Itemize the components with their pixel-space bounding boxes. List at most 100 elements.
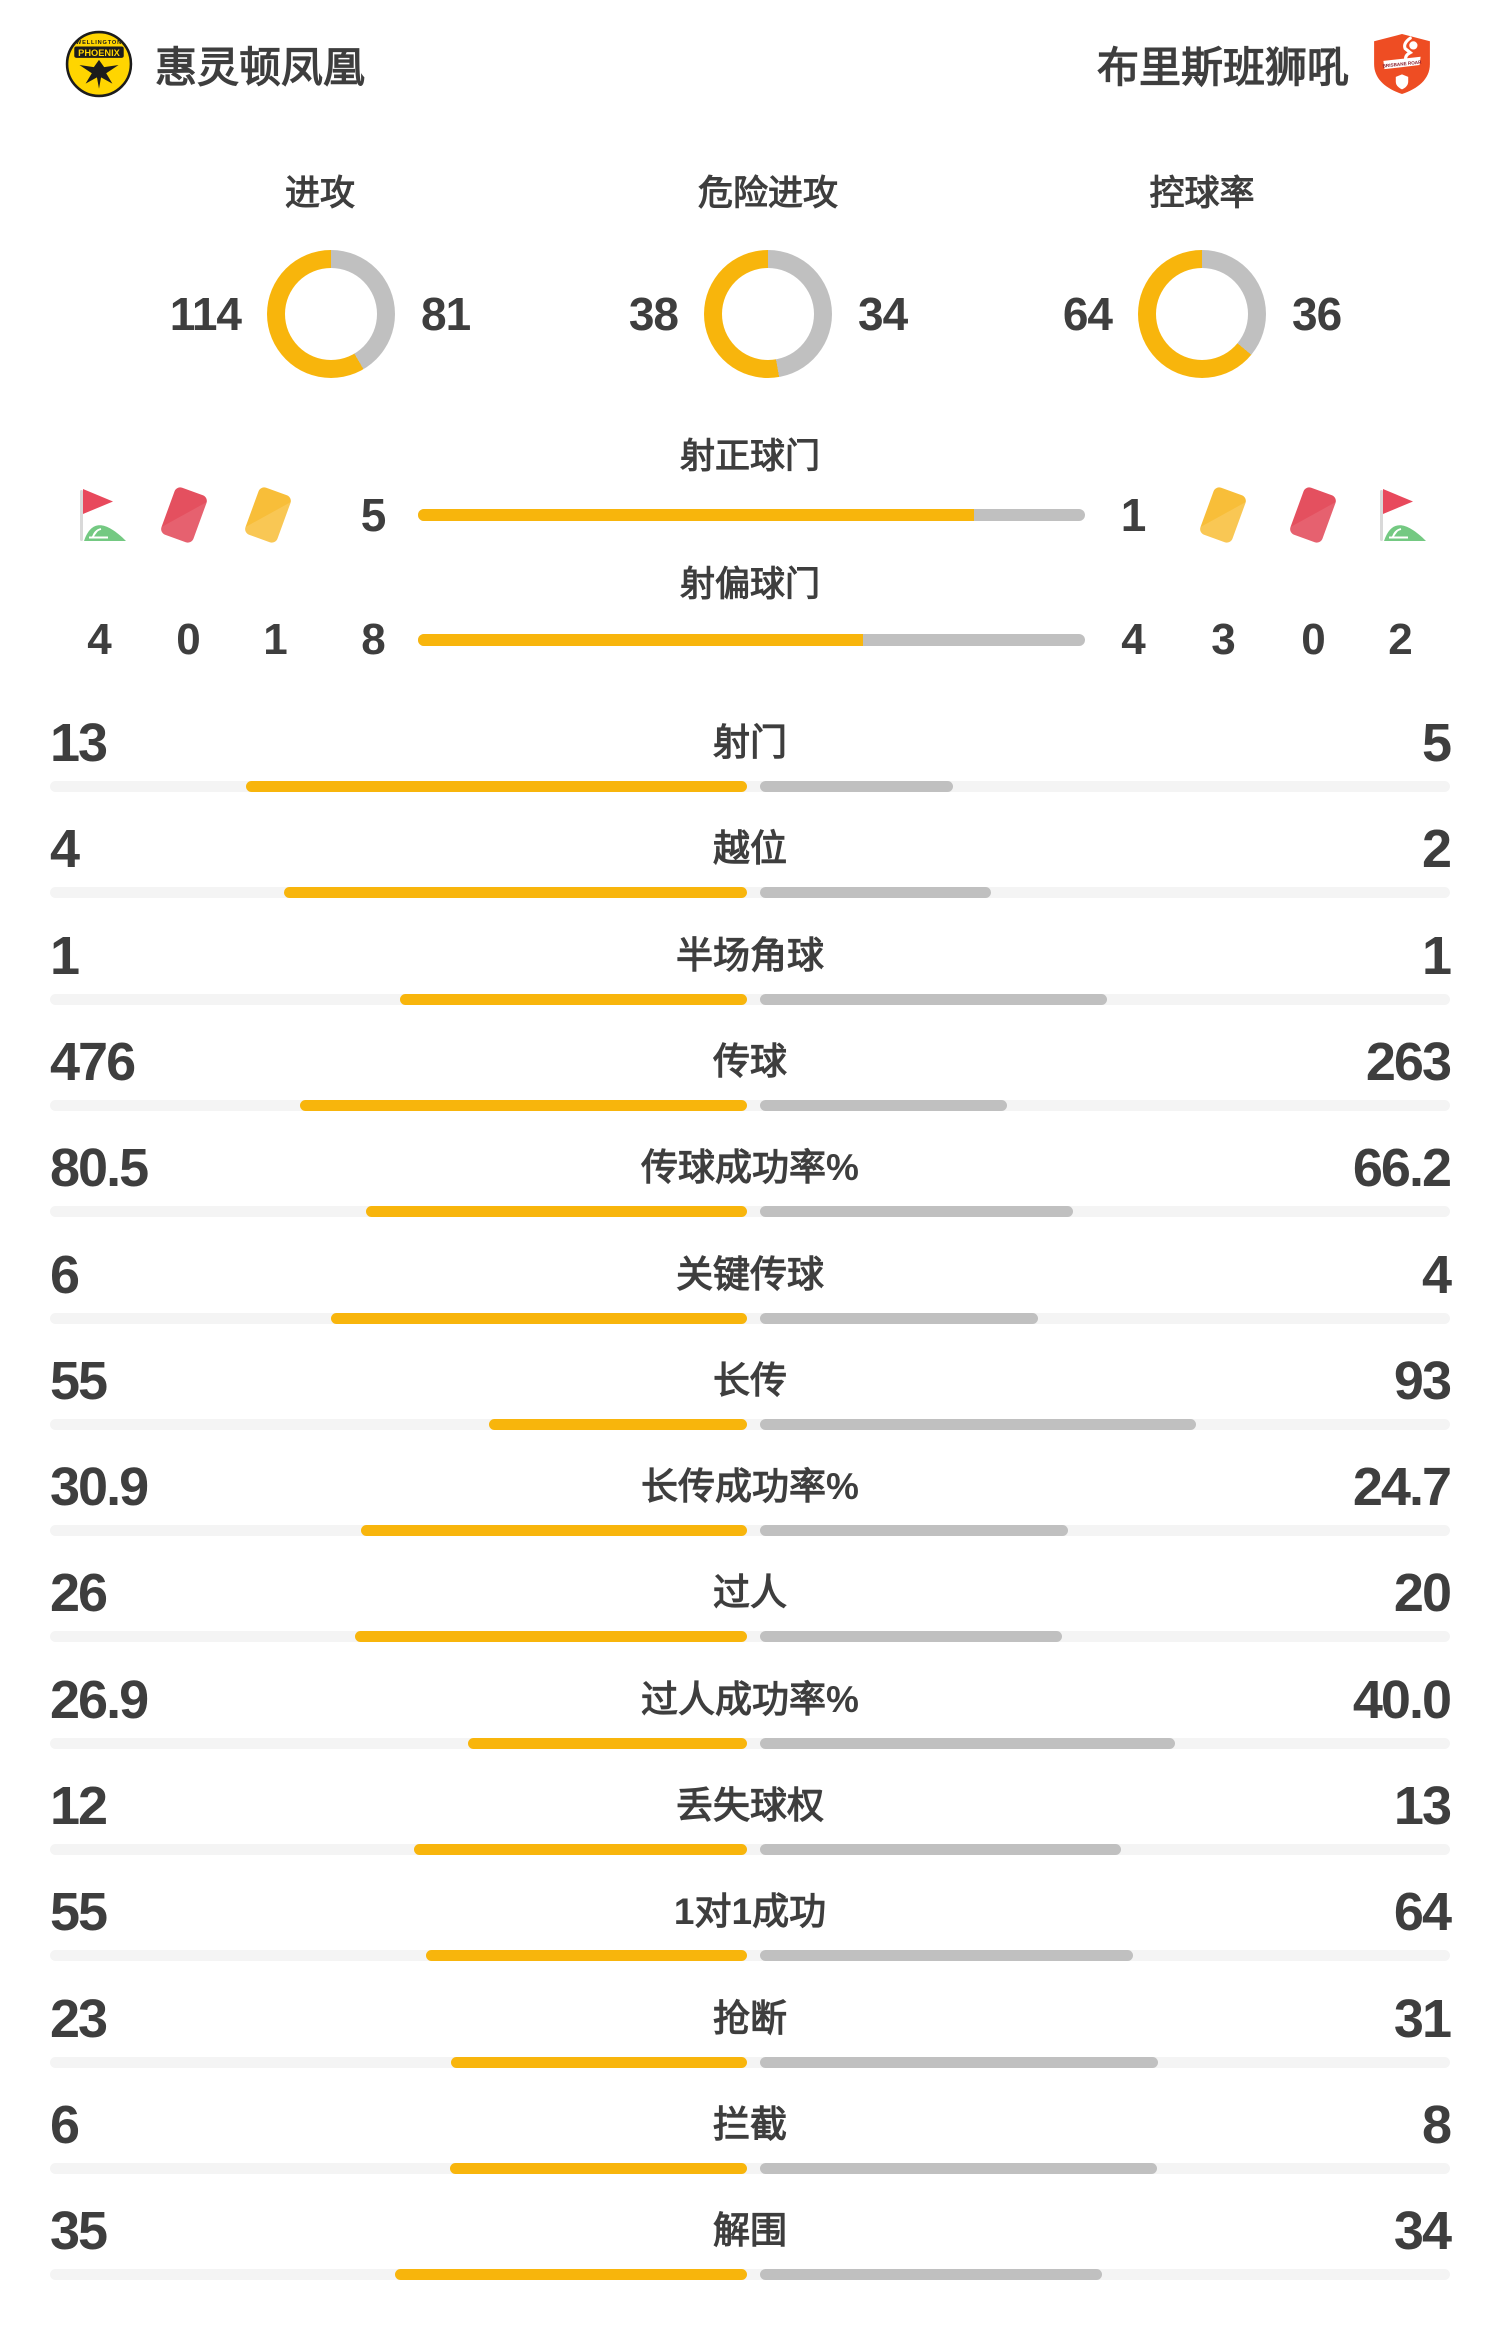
shots-on-target-bar <box>418 509 1085 521</box>
stat-bar-home <box>400 993 747 1005</box>
stat-bar-away <box>760 1737 1175 1749</box>
stat-label: 拦截 <box>713 2103 787 2145</box>
stat-label: 关键传球 <box>676 1253 824 1295</box>
stat-label: 过人成功率% <box>641 1678 859 1720</box>
stat-bar-track <box>50 2056 1450 2068</box>
stat-bar-home <box>284 887 747 899</box>
attacks-title: 进攻 <box>284 174 355 213</box>
stat-bar-home <box>330 1312 747 1324</box>
shots-off-target-away-value: 4 <box>1121 615 1145 664</box>
stat-home-value: 12 <box>50 1776 108 1836</box>
stat-row: 1 半场角球 1 <box>50 925 1452 1028</box>
shots-on-target-away-value: 1 <box>1120 489 1147 541</box>
stat-bar-track <box>50 1206 1450 1218</box>
stat-bar-away <box>760 2056 1159 2068</box>
shots-on-target-label: 射正球门 <box>679 437 820 476</box>
stat-bar-away <box>760 2269 1102 2281</box>
stat-home-value: 26.9 <box>50 1669 149 1730</box>
stat-home-value: 30.9 <box>50 1457 149 1518</box>
stat-row: 80.5 传球成功率% 66.2 <box>50 1138 1452 1240</box>
stat-label: 抢断 <box>713 1997 787 2039</box>
stat-bar-home <box>300 1099 747 1111</box>
away-yellow-card-icon <box>1195 487 1251 543</box>
stat-home-value: 6 <box>50 2094 80 2155</box>
away-team: 布里斯班狮吼 BRISBANE ROAR <box>1097 33 1433 95</box>
stat-bar-home <box>449 2162 747 2174</box>
stat-bar-track <box>50 2269 1450 2281</box>
stat-home-value: 55 <box>50 1350 108 1411</box>
home-team-name: 惠灵顿凤凰 <box>155 43 366 91</box>
stat-bar-away <box>760 1844 1121 1855</box>
stat-away-value: 24.7 <box>1352 1457 1452 1518</box>
stat-bar-home <box>426 1950 747 1962</box>
shots-off-target-bar-home-fill <box>418 634 863 646</box>
away-team-name: 布里斯班狮吼 <box>1096 43 1349 91</box>
away-corner-flag-icon <box>1372 487 1428 543</box>
stat-away-value: 31 <box>1393 1988 1452 2049</box>
stat-row: 13 射门 5 <box>50 713 1452 815</box>
stat-bar-track <box>50 1844 1450 1855</box>
stat-bar-away <box>760 1950 1134 1962</box>
home-yellow-cards-value: 1 <box>263 615 287 664</box>
stat-home-value: 4 <box>50 819 80 880</box>
svg-text:WELLINGTON: WELLINGTON <box>76 40 122 46</box>
stat-bar-away <box>760 887 992 899</box>
stat-bar-track <box>50 1312 1450 1324</box>
stat-label: 解围 <box>713 2210 787 2252</box>
stat-label: 长传成功率% <box>641 1466 859 1508</box>
attacks-away-value: 81 <box>421 288 471 340</box>
stat-away-value: 13 <box>1393 1776 1452 1836</box>
stat-bar-away <box>760 1418 1197 1430</box>
stat-bar-track <box>50 887 1450 899</box>
stat-label: 射门 <box>713 722 787 763</box>
stat-bar-track <box>50 2162 1450 2174</box>
stat-bar-home <box>467 1737 747 1749</box>
stat-bar-track <box>50 1525 1450 1537</box>
stat-away-value: 20 <box>1393 1563 1452 1624</box>
stat-away-value: 93 <box>1393 1350 1452 1411</box>
dangerous-attacks-donut-block: 危险进攻 38 34 <box>548 171 988 378</box>
stat-bar-track <box>50 1099 1450 1111</box>
stat-home-value: 55 <box>50 1882 108 1943</box>
stat-row: 12 丢失球权 13 <box>50 1776 1452 1878</box>
home-team-logo-icon: WELLINGTON PHOENIX <box>65 30 133 98</box>
stat-bar-home <box>489 1418 747 1430</box>
stat-away-value: 1 <box>1421 925 1452 986</box>
stat-bar-home <box>354 1631 747 1643</box>
stat-row: 4 越位 2 <box>50 819 1452 921</box>
stat-bar-away <box>760 1206 1074 1218</box>
away-red-cards-value: 0 <box>1301 615 1325 664</box>
stat-row: 30.9 长传成功率% 24.7 <box>50 1457 1452 1559</box>
stat-bar-away <box>760 2162 1157 2174</box>
stat-bar-track <box>50 1631 1450 1643</box>
home-red-cards-value: 0 <box>176 615 200 664</box>
stat-label: 长传 <box>713 1359 787 1401</box>
stat-home-value: 35 <box>50 2201 108 2262</box>
stat-label: 传球 <box>713 1040 787 1082</box>
stat-bar-home <box>361 1525 747 1537</box>
home-corner-flag-icon <box>72 487 128 543</box>
svg-text:BRISBANE ROAR: BRISBANE ROAR <box>1382 59 1422 68</box>
stat-away-value: 66.2 <box>1352 1138 1452 1199</box>
stat-row: 476 传球 263 <box>50 1034 1452 1134</box>
stat-row: 35 解围 34 <box>50 2201 1452 2303</box>
match-header: WELLINGTON PHOENIX 惠灵顿凤凰 布里斯班狮吼 BRISBANE… <box>65 28 1433 100</box>
stat-home-value: 13 <box>50 713 108 773</box>
home-team: WELLINGTON PHOENIX 惠灵顿凤凰 <box>65 30 365 98</box>
dangerous-attacks-title: 危险进攻 <box>697 174 838 213</box>
shots-off-target-label: 射偏球门 <box>679 565 820 604</box>
stat-bar-track <box>50 993 1450 1005</box>
possession-away-value: 36 <box>1292 288 1342 340</box>
stat-label: 越位 <box>713 828 787 870</box>
shots-on-target-bar-home-fill <box>418 509 974 521</box>
stat-bar-home <box>245 781 747 792</box>
stat-bar-away <box>760 993 1107 1005</box>
stat-bar-away <box>760 1525 1069 1537</box>
stat-bar-away <box>760 1312 1038 1324</box>
stat-home-value: 23 <box>50 1988 108 2049</box>
stat-away-value: 34 <box>1393 2201 1452 2262</box>
dangerous-attacks-donut-chart <box>704 250 832 378</box>
possession-donut-chart <box>1138 250 1266 378</box>
away-yellow-cards-value: 3 <box>1211 615 1235 664</box>
away-team-logo-icon: BRISBANE ROAR <box>1374 34 1430 94</box>
